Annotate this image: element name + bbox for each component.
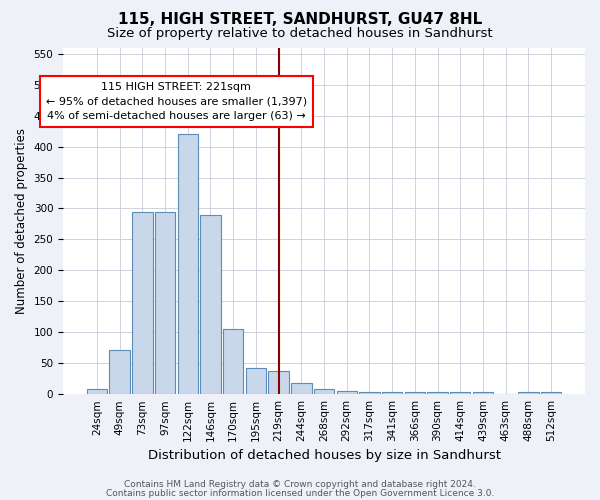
Bar — [200, 214, 221, 394]
Bar — [404, 392, 425, 394]
Bar — [268, 370, 289, 394]
Bar — [359, 392, 380, 394]
Bar — [337, 391, 357, 394]
Bar — [109, 350, 130, 394]
Bar — [178, 134, 198, 394]
Text: Contains public sector information licensed under the Open Government Licence 3.: Contains public sector information licen… — [106, 488, 494, 498]
Bar — [87, 389, 107, 394]
Bar — [473, 392, 493, 394]
Bar — [291, 383, 311, 394]
Y-axis label: Number of detached properties: Number of detached properties — [15, 128, 28, 314]
Bar — [132, 212, 152, 394]
Bar — [223, 329, 244, 394]
Text: 115 HIGH STREET: 221sqm
← 95% of detached houses are smaller (1,397)
4% of semi-: 115 HIGH STREET: 221sqm ← 95% of detache… — [46, 82, 307, 121]
Bar — [541, 392, 561, 394]
Bar — [155, 212, 175, 394]
Bar — [518, 392, 539, 394]
Bar — [382, 392, 403, 394]
Bar — [245, 368, 266, 394]
Text: Size of property relative to detached houses in Sandhurst: Size of property relative to detached ho… — [107, 28, 493, 40]
Text: Contains HM Land Registry data © Crown copyright and database right 2024.: Contains HM Land Registry data © Crown c… — [124, 480, 476, 489]
Bar — [450, 392, 470, 394]
Bar — [314, 389, 334, 394]
X-axis label: Distribution of detached houses by size in Sandhurst: Distribution of detached houses by size … — [148, 450, 500, 462]
Text: 115, HIGH STREET, SANDHURST, GU47 8HL: 115, HIGH STREET, SANDHURST, GU47 8HL — [118, 12, 482, 28]
Bar — [427, 392, 448, 394]
